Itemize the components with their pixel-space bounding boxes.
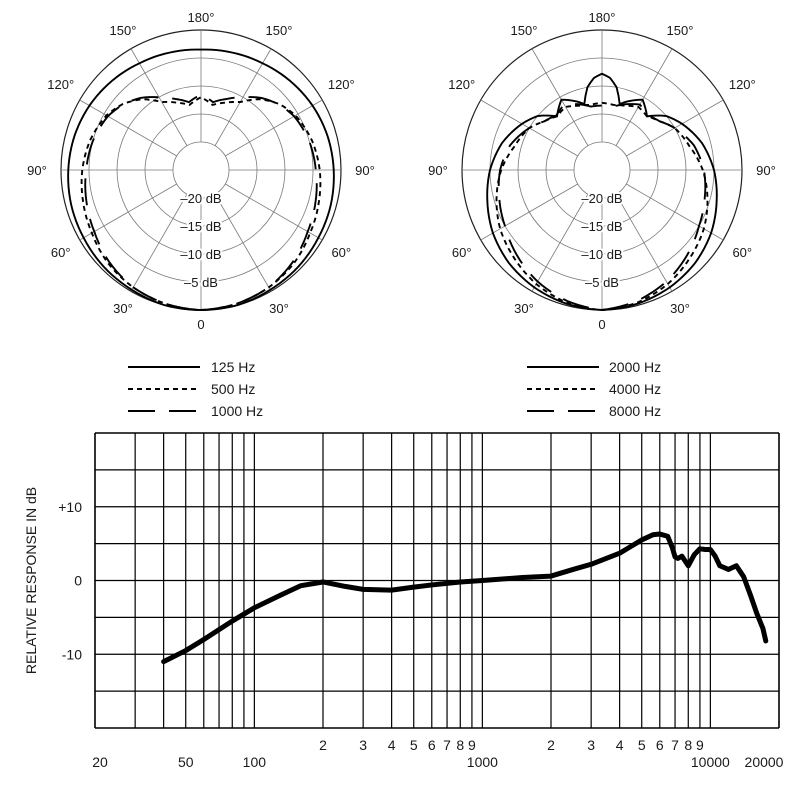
response-y-axis-title: RELATIVE RESPONSE IN dB xyxy=(23,487,39,674)
polar-angle-label: 90° xyxy=(756,163,776,178)
response-x-tick-label: 2 xyxy=(547,737,555,753)
polar-spoke-330 xyxy=(130,194,188,292)
polar-spoke-300 xyxy=(79,183,177,241)
polar-ring-label: –10 dB xyxy=(180,247,221,262)
response-x-tick-label: 20000 xyxy=(745,754,784,770)
polar-angle-label: 0 xyxy=(598,317,605,332)
polar-angle-label: 180° xyxy=(589,10,616,25)
polar-spoke-60 xyxy=(626,183,724,241)
polar-pattern-right: 180° 150° 150° 120° 120° 90° 90° 60° 60° 30° 30° 0 –… xyxy=(428,10,776,332)
response-x-tick-label: 7 xyxy=(443,737,451,753)
polar-spoke-210 xyxy=(531,48,589,146)
polar-spoke-330 xyxy=(531,194,589,292)
polar-angle-label: 30° xyxy=(514,301,534,316)
polar-pattern-left: 180° 150° 150° 120° 120° 90° 90° 60° 60° 30° 30° 0 –… xyxy=(27,10,375,332)
polar-spoke-30 xyxy=(615,194,673,292)
response-x-tick-label: 8 xyxy=(684,737,692,753)
polar-spoke-300 xyxy=(480,183,578,241)
polar-series-4000hz xyxy=(495,101,709,311)
polar-spoke-60 xyxy=(225,183,323,241)
polar-series-125hz xyxy=(67,48,335,311)
polar-angle-label: 120° xyxy=(448,77,475,92)
response-x-tick-label: 3 xyxy=(359,737,367,753)
polar-ring-1 xyxy=(573,141,631,199)
legend-label-2000hz: 2000 Hz xyxy=(609,359,661,375)
polar-series-2000hz xyxy=(486,72,718,311)
response-x-tick-label: 7 xyxy=(671,737,679,753)
response-x-tick-label: 4 xyxy=(388,737,396,753)
polar-angle-label: 60° xyxy=(732,245,752,260)
polar-angle-label: 120° xyxy=(328,77,355,92)
response-y-tick-label: -10 xyxy=(62,646,82,662)
polar-spoke-150 xyxy=(615,48,673,146)
polar-ring-label: –5 dB xyxy=(184,275,218,290)
response-x-tick-label: 4 xyxy=(616,737,624,753)
polar-angle-label: 60° xyxy=(51,245,71,260)
response-x-tick-label: 8 xyxy=(456,737,464,753)
polar-angle-label: 0 xyxy=(197,317,204,332)
polar-series-500hz xyxy=(80,96,322,311)
polar-angle-label: 150° xyxy=(110,23,137,38)
polar-angle-label: 180° xyxy=(188,10,215,25)
response-x-tick-label: 5 xyxy=(638,737,646,753)
polar-angle-label: 120° xyxy=(729,77,756,92)
polar-ring-label: –20 dB xyxy=(581,191,622,206)
legend-label-500hz: 500 Hz xyxy=(211,381,255,397)
polar-angle-label: 90° xyxy=(428,163,448,178)
response-x-tick-label: 1000 xyxy=(467,754,498,770)
legend-right: 2000 Hz 4000 Hz 8000 Hz xyxy=(527,359,661,419)
polar-angle-label: 30° xyxy=(269,301,289,316)
polar-angle-label: 60° xyxy=(331,245,351,260)
polar-spoke-210 xyxy=(130,48,188,146)
polar-series-8000hz xyxy=(497,103,707,311)
response-x-tick-label: 20 xyxy=(92,754,108,770)
response-x-tick-label: 9 xyxy=(468,737,476,753)
legend-label-125hz: 125 Hz xyxy=(211,359,255,375)
response-x-tick-label: 6 xyxy=(656,737,664,753)
polar-angle-label: 150° xyxy=(266,23,293,38)
polar-angle-label: 30° xyxy=(113,301,133,316)
polar-ring-label: –10 dB xyxy=(581,247,622,262)
polar-angle-label: 120° xyxy=(47,77,74,92)
response-x-tick-label: 6 xyxy=(428,737,436,753)
polar-series-1000hz xyxy=(84,93,318,311)
polar-ring-1 xyxy=(172,141,230,199)
polar-angle-label: 90° xyxy=(355,163,375,178)
legend-left: 125 Hz 500 Hz 1000 Hz xyxy=(128,359,263,419)
polar-ring-label: –5 dB xyxy=(585,275,619,290)
legend-label-4000hz: 4000 Hz xyxy=(609,381,661,397)
polar-spoke-30 xyxy=(214,194,272,292)
response-x-tick-label: 9 xyxy=(696,737,704,753)
response-y-tick-label: +10 xyxy=(58,499,82,515)
polar-ring-label: –20 dB xyxy=(180,191,221,206)
response-x-tick-label: 5 xyxy=(410,737,418,753)
polar-angle-label: 150° xyxy=(511,23,538,38)
polar-spoke-240 xyxy=(79,99,177,157)
response-x-tick-label: 2 xyxy=(319,737,327,753)
response-x-tick-label: 3 xyxy=(587,737,595,753)
response-curve xyxy=(161,531,769,665)
polar-angle-label: 30° xyxy=(670,301,690,316)
polar-angle-label: 90° xyxy=(27,163,47,178)
polar-angle-label: 60° xyxy=(452,245,472,260)
polar-spoke-150 xyxy=(214,48,272,146)
polar-ring-label: –15 dB xyxy=(581,219,622,234)
response-y-tick-label: 0 xyxy=(74,573,82,589)
legend-label-1000hz: 1000 Hz xyxy=(211,403,263,419)
polar-ring-label: –15 dB xyxy=(180,219,221,234)
response-x-tick-label: 100 xyxy=(243,754,267,770)
polar-angle-label: 150° xyxy=(667,23,694,38)
legend-label-8000hz: 8000 Hz xyxy=(609,403,661,419)
response-x-tick-label: 10000 xyxy=(691,754,730,770)
polar-spoke-120 xyxy=(225,99,323,157)
response-x-tick-label: 50 xyxy=(178,754,194,770)
